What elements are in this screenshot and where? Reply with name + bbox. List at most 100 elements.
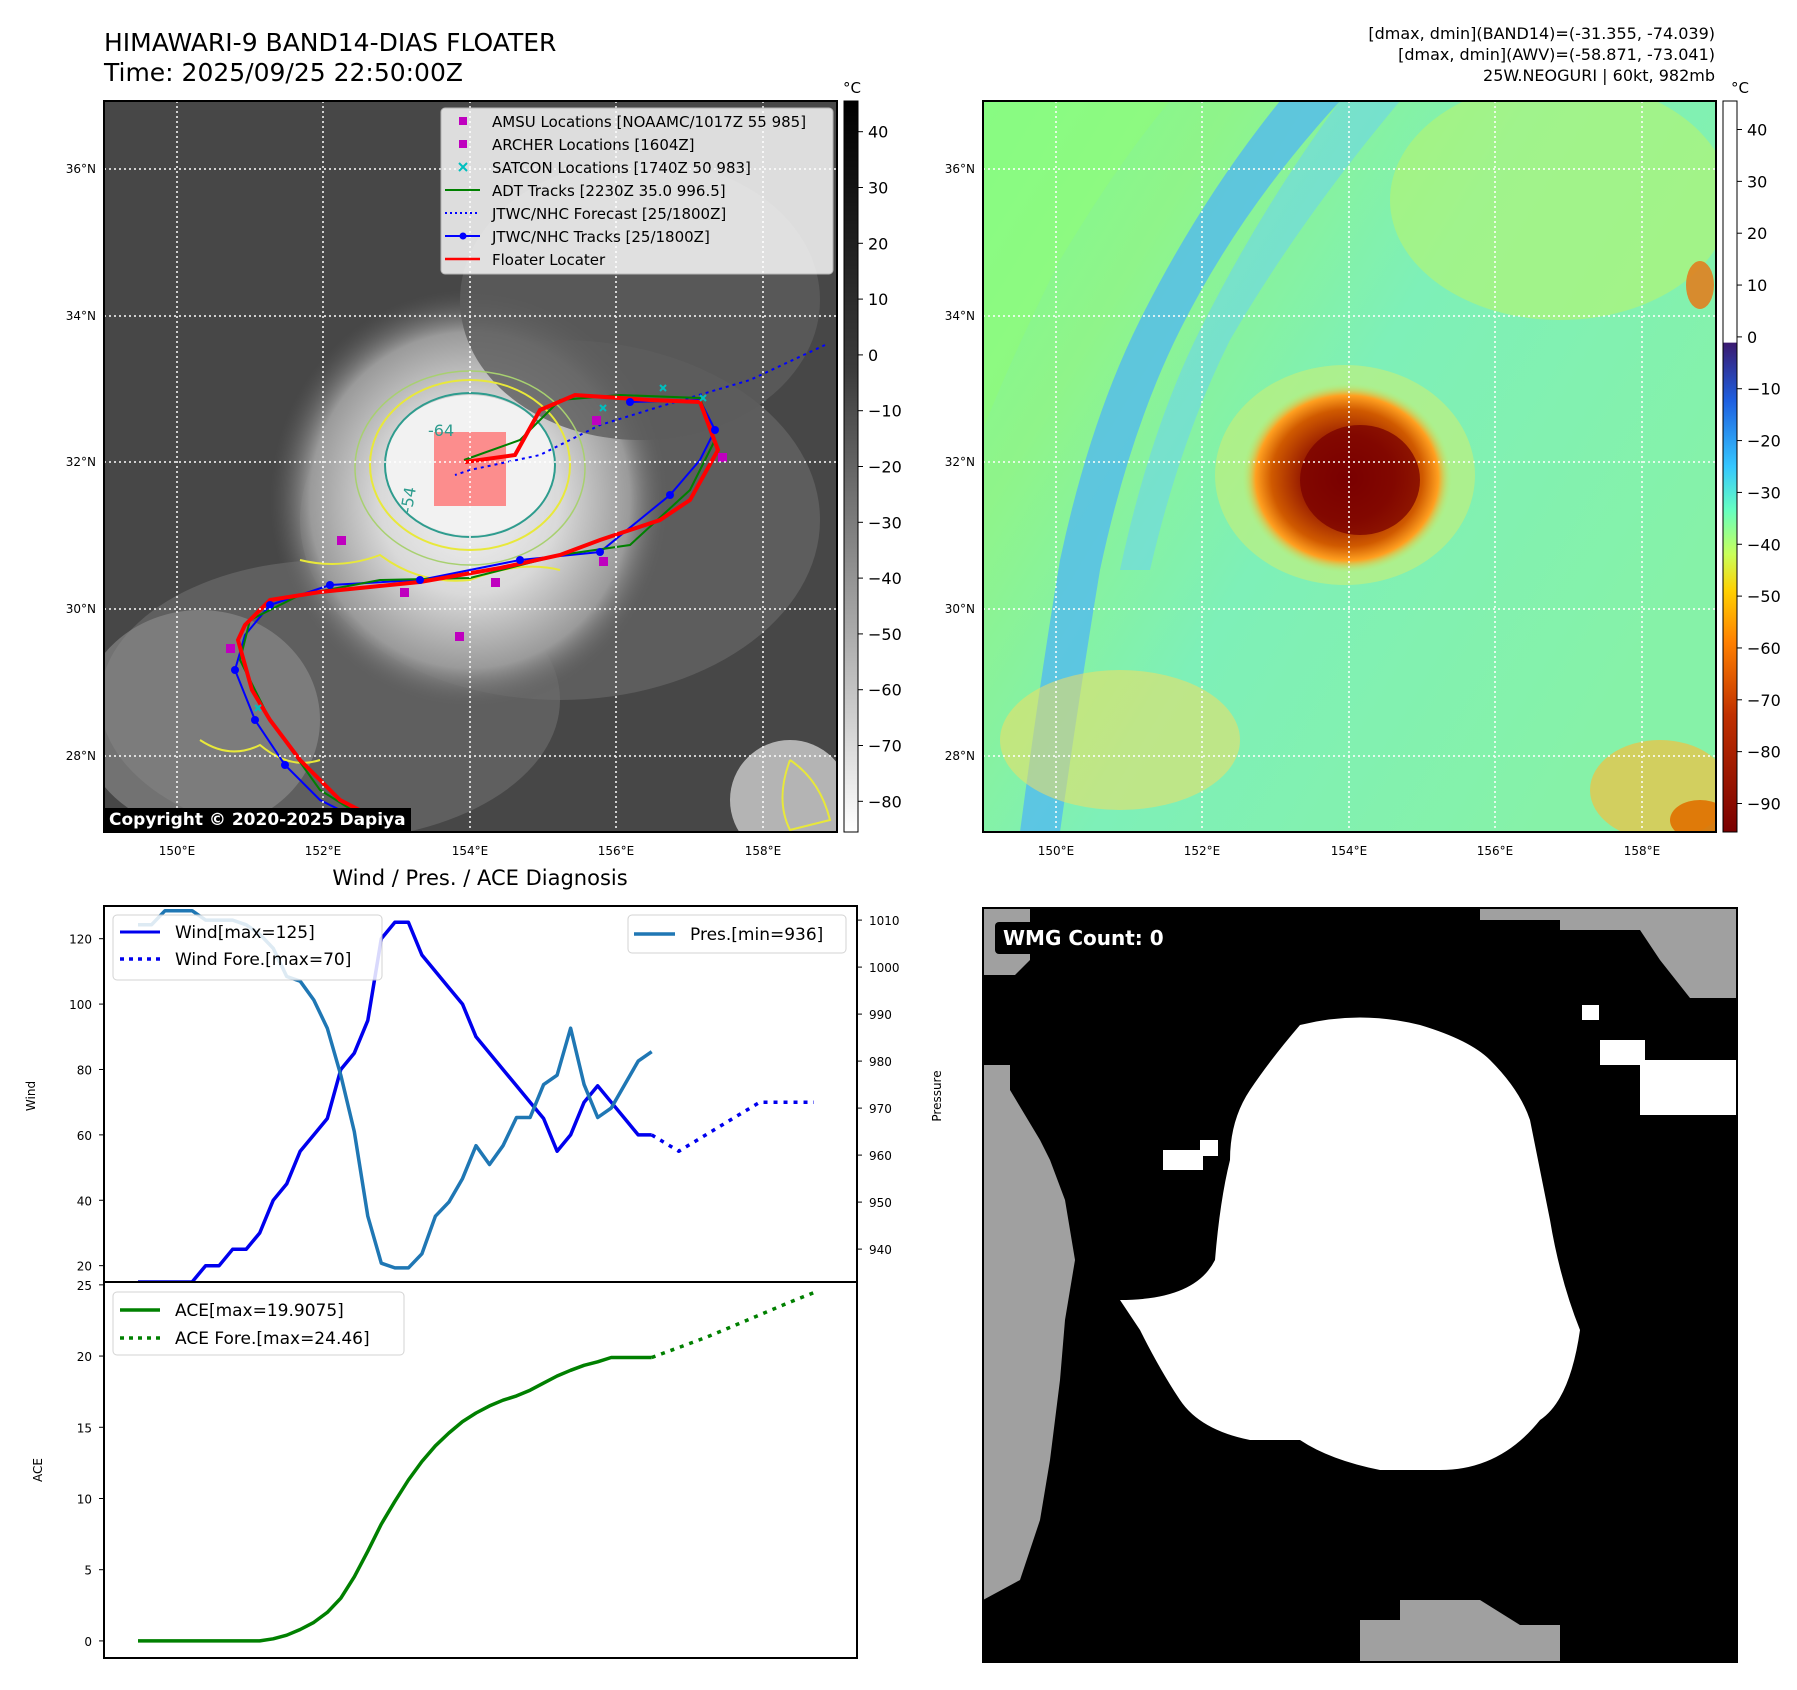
legend-tracks-dot [459, 232, 467, 240]
wind-tick-label: 20 [77, 1260, 92, 1274]
ir-lon-tick: 156°E [598, 844, 635, 858]
wind-tick-label: 120 [69, 933, 92, 947]
colorbar-tick-label: −60 [1747, 639, 1781, 658]
pressure-tick-label: 1010 [869, 914, 900, 928]
pressure-tick-label: 970 [869, 1102, 892, 1116]
ir-lat-tick: 34°N [66, 309, 96, 323]
legend-archer-square-marker [459, 140, 467, 148]
ir-map-frame [103, 100, 838, 833]
wind-pressure-chart: 20 40 60 80 100 120 940 950 960 970 980 990 1000 101… [24, 905, 944, 1284]
contour-label-64: -64 [428, 421, 454, 440]
ir-lon-tick: 154°E [452, 844, 489, 858]
legend-wind-label: Wind[max=125] [175, 923, 315, 943]
colorbar-tick-label: 0 [1747, 328, 1757, 347]
colorbar-tick-label: −20 [868, 458, 902, 477]
jtwc-track-points [231, 398, 719, 769]
colorbar-tick-label: −60 [868, 681, 902, 700]
colorbar-tick-label: −40 [868, 569, 902, 588]
colorbar-tick-label: 30 [1747, 172, 1767, 191]
ir-lat-tick: 28°N [66, 749, 96, 763]
colorbar-tick-label: −20 [1747, 432, 1781, 451]
legend-amsu-label: AMSU Locations [NOAAMC/1017Z 55 985] [492, 113, 806, 131]
diagnosis-title: Wind / Pres. / ACE Diagnosis [332, 866, 627, 890]
ace-tick-label: 0 [84, 1635, 92, 1649]
awv-lat-tick: 32°N [945, 455, 975, 469]
wmg-count-badge: WMG Count: 0 [995, 922, 1172, 954]
dmax-band14-info: [dmax, dmin](BAND14)=(-31.355, -74.039) [1368, 24, 1715, 43]
colorbar-tick-label: 10 [868, 290, 888, 309]
ace-tick-label: 15 [77, 1421, 92, 1435]
pressure-axis-label: Pressure [930, 1070, 944, 1121]
ace-tick-label: 5 [84, 1564, 92, 1578]
ace-tick-label: 25 [77, 1279, 92, 1293]
figure-time: Time: 2025/09/25 22:50:00Z [103, 58, 463, 87]
pressure-tick-label: 980 [869, 1055, 892, 1069]
awv-lon-ticks: 150°E 152°E 154°E 156°E 158°E [1038, 844, 1661, 858]
awv-lon-tick: 154°E [1331, 844, 1368, 858]
ir-lat-tick: 32°N [66, 455, 96, 469]
colorbar-tick-label: −30 [1747, 483, 1781, 502]
legend-pressure-label: Pres.[min=936] [690, 925, 823, 945]
colorbar-tick-label: −90 [1747, 794, 1781, 813]
legend-adt-label: ADT Tracks [2230Z 35.0 996.5] [492, 182, 726, 200]
awv-lat-tick: 28°N [945, 749, 975, 763]
ace-tick-label: 20 [77, 1350, 92, 1364]
map-legend: AMSU Locations [NOAAMC/1017Z 55 985] ARC… [440, 107, 834, 275]
dmax-awv-info: [dmax, dmin](AWV)=(-58.871, -73.041) [1398, 45, 1715, 64]
colorbar-tick-label: 0 [868, 346, 878, 365]
ir-lat-tick: 36°N [66, 162, 96, 176]
awv-imagery [983, 101, 1716, 832]
figure-title: HIMAWARI-9 BAND14-DIAS FLOATER [104, 28, 556, 57]
amsu-points [226, 416, 727, 653]
ir-lon-tick: 158°E [745, 844, 782, 858]
colorbar-tick-label: −50 [868, 625, 902, 644]
wind-tick-label: 40 [77, 1194, 92, 1208]
awv-lat-tick: 34°N [945, 309, 975, 323]
colorbar-tick-label: 30 [868, 178, 888, 197]
pressure-tick-label: 960 [869, 1149, 892, 1163]
colorbar-tick-label: −70 [1747, 691, 1781, 710]
legend-amsu-square-marker [459, 117, 467, 125]
legend-ace-forecast-label: ACE Fore.[max=24.46] [175, 1329, 370, 1349]
pressure-tick-label: 950 [869, 1196, 892, 1210]
colorbar-tick-label: −50 [1747, 587, 1781, 606]
awv-gridlines [983, 101, 1716, 832]
colorbar-tick-label: 40 [1747, 121, 1767, 140]
legend-archer-label: ARCHER Locations [1604Z] [492, 136, 695, 154]
pressure-tick-label: 990 [869, 1008, 892, 1022]
colorbar-tick-label: −10 [1747, 380, 1781, 399]
colorbar-tick-label: −70 [868, 737, 902, 756]
ir-colorbar-unit: °C [843, 79, 861, 97]
copyright-badge: Copyright © 2020-2025 Dapiya [104, 808, 411, 832]
legend-satcon-x-marker [458, 162, 468, 172]
floater-box [434, 432, 506, 506]
satcon-points [254, 384, 707, 712]
legend-ace-label: ACE[max=19.9075] [175, 1301, 344, 1321]
legend-forecast-label: JTWC/NHC Forecast [25/1800Z] [491, 205, 726, 223]
awv-colorbar: °C 40 30 20 10 0 −10 −20 −30 −40 −50 −60 −70 −80 −90 [1722, 79, 1781, 833]
legend-wind-forecast-label: Wind Fore.[max=70] [175, 950, 351, 970]
storm-info: 25W.NEOGURI | 60kt, 982mb [1483, 66, 1715, 85]
colorbar-tick-label: −40 [1747, 535, 1781, 554]
awv-colorbar-unit: °C [1731, 79, 1749, 97]
ir-lon-ticks: 150°E 152°E 154°E 156°E 158°E [159, 844, 782, 858]
legend-floater-label: Floater Locater [492, 251, 606, 269]
awv-lat-ticks: 36°N 34°N 32°N 30°N 28°N [945, 162, 975, 763]
ir-lat-ticks: 36°N 34°N 32°N 30°N 28°N [66, 162, 96, 763]
legend-tracks-label: JTWC/NHC Tracks [25/1800Z] [491, 228, 710, 246]
awv-lon-tick: 152°E [1184, 844, 1221, 858]
wind-legend: Wind[max=125] Wind Fore.[max=70] [112, 914, 383, 981]
wind-tick-label: 100 [69, 998, 92, 1012]
awv-satellite-map: 36°N 34°N 32°N 30°N 28°N 150°E 152°E 154… [945, 79, 1781, 858]
colorbar-tick-label: −10 [868, 402, 902, 421]
wind-axis-label: Wind [24, 1081, 38, 1111]
wind-tick-label: 60 [77, 1129, 92, 1143]
series-line-wind-fore [650, 1100, 814, 1153]
jtwc-track-line [233, 398, 717, 821]
pressure-tick-label: 940 [869, 1243, 892, 1257]
awv-lon-tick: 150°E [1038, 844, 1075, 858]
series-line-wind [138, 920, 652, 1284]
awv-lon-tick: 158°E [1624, 844, 1661, 858]
awv-map-frame [982, 100, 1717, 833]
